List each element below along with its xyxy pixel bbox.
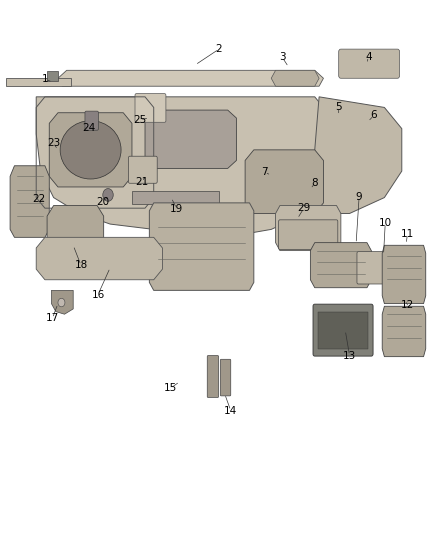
PathPatch shape <box>382 245 426 304</box>
Text: 20: 20 <box>96 197 110 207</box>
PathPatch shape <box>51 290 73 314</box>
Text: 14: 14 <box>224 406 237 416</box>
FancyBboxPatch shape <box>339 49 399 78</box>
Text: 25: 25 <box>133 115 146 125</box>
PathPatch shape <box>36 237 162 280</box>
Text: 9: 9 <box>356 191 363 201</box>
PathPatch shape <box>36 97 341 235</box>
PathPatch shape <box>149 203 254 290</box>
Text: 3: 3 <box>279 52 286 62</box>
PathPatch shape <box>276 206 341 251</box>
FancyBboxPatch shape <box>85 111 99 130</box>
Circle shape <box>58 298 65 307</box>
PathPatch shape <box>306 97 402 214</box>
PathPatch shape <box>311 243 371 288</box>
Text: 1: 1 <box>42 74 48 84</box>
PathPatch shape <box>58 70 323 86</box>
Text: 18: 18 <box>74 261 88 270</box>
Circle shape <box>103 189 113 201</box>
Text: 7: 7 <box>261 167 268 177</box>
FancyBboxPatch shape <box>135 94 166 122</box>
PathPatch shape <box>382 306 426 357</box>
Text: 15: 15 <box>164 383 177 393</box>
FancyBboxPatch shape <box>128 156 157 183</box>
Text: 19: 19 <box>170 204 184 214</box>
FancyBboxPatch shape <box>357 252 401 284</box>
Text: 2: 2 <box>215 44 223 54</box>
FancyBboxPatch shape <box>220 359 231 396</box>
PathPatch shape <box>10 166 49 237</box>
Text: 10: 10 <box>379 218 392 228</box>
PathPatch shape <box>271 70 319 86</box>
Ellipse shape <box>60 120 121 179</box>
Text: 23: 23 <box>47 139 60 149</box>
FancyBboxPatch shape <box>207 356 219 398</box>
FancyBboxPatch shape <box>313 304 373 356</box>
Text: 22: 22 <box>32 193 45 204</box>
Text: 24: 24 <box>82 123 95 133</box>
Text: 13: 13 <box>343 351 356 361</box>
Text: 6: 6 <box>371 110 377 120</box>
Text: 21: 21 <box>135 176 148 187</box>
Bar <box>318 312 368 349</box>
FancyBboxPatch shape <box>279 220 338 249</box>
Bar <box>132 191 219 204</box>
Text: 4: 4 <box>365 52 371 61</box>
Text: 5: 5 <box>336 102 342 112</box>
PathPatch shape <box>47 206 104 259</box>
PathPatch shape <box>145 110 237 168</box>
PathPatch shape <box>6 78 71 86</box>
Text: 11: 11 <box>401 229 414 239</box>
Text: 29: 29 <box>297 203 311 213</box>
Text: 12: 12 <box>401 300 414 310</box>
PathPatch shape <box>245 150 323 214</box>
PathPatch shape <box>49 113 132 187</box>
Text: 8: 8 <box>311 178 318 188</box>
Text: 16: 16 <box>92 289 105 300</box>
Text: 17: 17 <box>46 313 59 324</box>
Bar <box>47 71 58 81</box>
